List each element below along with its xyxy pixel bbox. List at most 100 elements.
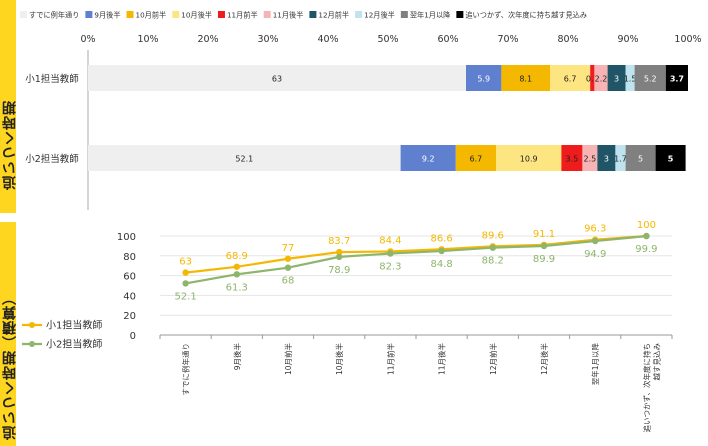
legend-label: 翌年1月以降	[410, 11, 451, 20]
series-value-label: 68	[282, 276, 295, 287]
bar-value-label: 3.5	[566, 155, 579, 164]
legend-swatch	[126, 11, 134, 18]
y-tick-label: 20	[123, 311, 136, 322]
bar-value-label: 3.7	[670, 75, 684, 84]
legend-swatch	[172, 11, 180, 18]
bar-value-label: 2.2	[595, 75, 608, 84]
x-tick-label: 80%	[557, 34, 578, 45]
legend-label: 11月後半	[273, 11, 304, 20]
legend-label: 11月前半	[227, 11, 258, 20]
series-point	[489, 244, 496, 251]
x-tick-label: 70%	[497, 34, 518, 45]
bar-segment	[550, 65, 591, 91]
bar-value-label: 6.7	[470, 155, 483, 164]
legend-swatch	[309, 11, 317, 18]
bar-segment	[625, 145, 656, 171]
bar-segment	[597, 145, 616, 171]
series-point	[233, 271, 240, 278]
series-point	[643, 232, 650, 240]
series-line	[185, 235, 647, 285]
x-tick-label: 50%	[377, 34, 398, 45]
bar-value-label: 63	[272, 75, 282, 84]
bar-segment	[400, 145, 456, 171]
x-category-label: すでに例年通り	[181, 343, 191, 396]
series-value-label: 52.1	[174, 291, 196, 302]
legend-label: 12月前半	[318, 11, 349, 20]
series-value-label: 91.1	[533, 229, 555, 240]
x-category-label: 越す見込み	[651, 343, 661, 381]
bar-value-label: 5	[668, 155, 674, 164]
bar-segment	[655, 145, 686, 171]
line-legend-marker	[29, 322, 35, 328]
bar-segment	[88, 65, 466, 91]
bar-value-label: 2.5	[584, 155, 597, 164]
series-value-label: 83.7	[328, 236, 350, 247]
legend-swatch	[263, 11, 271, 18]
x-tick-label: 40%	[317, 34, 338, 45]
x-category-label: 追いつかず、次年度に持ち	[641, 343, 651, 432]
series-value-label: 86.6	[430, 233, 452, 244]
series-value-label: 100	[637, 220, 656, 231]
series-value-label: 84.8	[430, 259, 452, 270]
y-tick-label: 0	[130, 331, 136, 342]
x-category-label: 12月前半	[488, 343, 498, 376]
series-value-label: 61.3	[226, 282, 248, 293]
series-point	[182, 269, 189, 276]
series-value-label: 89.9	[533, 254, 555, 265]
bar-segment	[455, 145, 496, 171]
x-tick-label: 100%	[674, 34, 701, 45]
x-tick-label: 90%	[617, 34, 638, 45]
x-tick-label: 0%	[80, 34, 95, 45]
series-point	[284, 264, 292, 271]
legend-swatch	[456, 11, 464, 18]
series-point	[336, 248, 343, 256]
bar-segment	[590, 65, 595, 91]
legend-label: 9月後半	[94, 11, 120, 20]
legend-swatch	[85, 11, 93, 18]
series-value-label: 63	[179, 257, 192, 268]
series-point	[540, 242, 548, 250]
bar-value-label: 5.9	[477, 75, 490, 84]
bar-value-label: 5	[638, 155, 643, 164]
y-tick-label: 60	[123, 272, 136, 283]
bar-segment	[88, 145, 401, 171]
line-legend-label: 小1担当教師	[46, 319, 102, 332]
bar-value-label: 1.7	[614, 155, 627, 164]
series-value-label: 84.4	[379, 235, 401, 246]
x-category-label: 12月後半	[539, 343, 549, 376]
x-tick-label: 10%	[137, 34, 158, 45]
x-category-label: 9月後半	[232, 343, 242, 371]
bar-value-label: 3	[604, 155, 609, 164]
series-value-label: 77	[282, 243, 295, 254]
x-category-label: 10月前半	[283, 343, 293, 376]
y-tick-label: 100	[117, 232, 136, 243]
series-point	[387, 250, 394, 257]
bar-segment	[561, 145, 583, 171]
bottom-section-marker	[0, 222, 16, 446]
series-value-label: 94.9	[584, 249, 606, 260]
bar-value-label: 5.2	[644, 75, 657, 84]
line-legend-label: 小2担当教師	[46, 338, 102, 351]
bar-segment	[607, 65, 626, 91]
series-point	[233, 263, 240, 270]
legend-swatch	[400, 11, 408, 18]
series-point	[438, 247, 445, 255]
bar-segment	[634, 65, 666, 91]
bar-row-label: 小1担当教師	[25, 73, 79, 85]
series-value-label: 89.6	[482, 230, 504, 241]
bar-value-label: 10.9	[520, 155, 538, 164]
legend-swatch	[20, 11, 27, 18]
bar-row-label: 小2担当教師	[25, 153, 79, 165]
series-value-label: 78.9	[328, 265, 350, 276]
y-tick-label: 40	[123, 291, 136, 302]
series-value-label: 99.9	[635, 244, 657, 255]
series-line	[185, 234, 647, 274]
series-value-label: 82.3	[379, 262, 401, 273]
legend-label: すでに例年通り	[29, 11, 79, 20]
legend-label: 12月後半	[364, 11, 395, 20]
bar-value-label: 52.1	[235, 155, 253, 164]
legend-label: 10月後半	[181, 11, 212, 20]
legend-swatch	[217, 11, 225, 18]
